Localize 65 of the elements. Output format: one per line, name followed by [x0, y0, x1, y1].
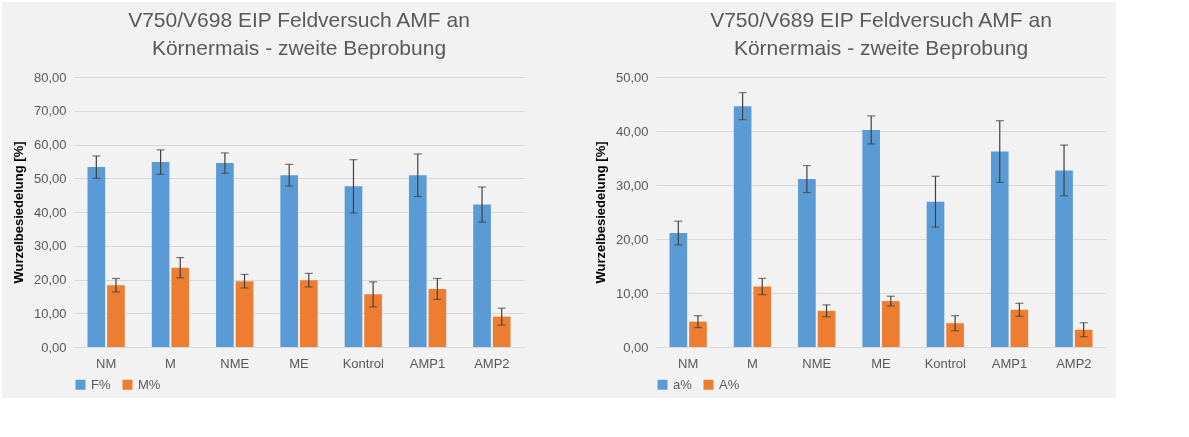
bar — [473, 204, 491, 347]
bar — [344, 186, 363, 347]
y-tick-label: 40,00 — [33, 204, 67, 220]
chart-title: V750/V689 EIP Feldversuch AMF an Körnermais - zweite Beprobung — [710, 8, 1052, 59]
y-tick-label: 20,00 — [33, 272, 67, 287]
bar — [862, 129, 881, 347]
bar — [107, 285, 125, 347]
bar — [216, 163, 234, 347]
bar — [171, 267, 190, 347]
bar — [364, 294, 382, 347]
bar — [798, 179, 816, 347]
legend-label: M% — [138, 376, 161, 392]
x-tick-label: AMP2 — [1056, 355, 1092, 371]
bar — [990, 151, 1009, 347]
y-tick-label: 70,00 — [33, 103, 67, 119]
bar — [87, 167, 106, 347]
x-tick-label: AMP2 — [474, 355, 510, 371]
x-tick-label: ME — [871, 355, 892, 371]
y-tick-label: 50,00 — [615, 69, 649, 85]
bar — [299, 280, 318, 347]
y-tick-label: 30,00 — [33, 238, 67, 254]
legend-label: A% — [719, 376, 740, 392]
bar — [669, 233, 688, 347]
bar — [1010, 309, 1029, 347]
x-tick-label: Kontrol — [342, 355, 384, 371]
y-tick-label: 10,00 — [33, 305, 67, 321]
x-tick-label: NME — [220, 355, 250, 371]
y-tick-label: 0,00 — [623, 339, 649, 355]
bar — [235, 281, 254, 347]
y-tick-label: 0,00 — [41, 339, 67, 355]
x-tick-label: M — [165, 355, 176, 371]
bar — [408, 175, 427, 347]
y-tick-label: 20,00 — [615, 231, 649, 247]
bar — [1074, 329, 1093, 347]
y-axis-title: Wurzelbesiedelung [%] — [592, 141, 608, 284]
chart-title: V750/V698 EIP Feldversuch AMF an Körnermais - zweite Beprobung — [128, 8, 470, 59]
y-tick-label: 40,00 — [615, 123, 649, 139]
x-tick-label: M — [747, 355, 758, 371]
bar — [280, 175, 299, 347]
bar — [151, 162, 170, 347]
y-tick-label: 50,00 — [33, 170, 67, 186]
bar — [817, 310, 836, 347]
x-tick-label: ME — [289, 355, 310, 371]
y-tick-label: 30,00 — [615, 177, 649, 193]
x-tick-label: NM — [678, 355, 699, 371]
bar — [1055, 170, 1073, 347]
x-tick-label: NME — [802, 355, 832, 371]
bar — [881, 301, 900, 347]
x-tick-label: AMP1 — [409, 355, 446, 371]
x-tick-label: NM — [96, 355, 117, 371]
legend-label: a% — [673, 376, 693, 392]
y-axis-title: Wurzelbesiedelung [%] — [10, 141, 26, 284]
y-tick-label: 60,00 — [33, 137, 67, 152]
bar — [492, 316, 511, 347]
legend-label: F% — [91, 376, 111, 392]
bar — [428, 288, 447, 347]
y-tick-label: 80,00 — [33, 69, 67, 85]
bar — [926, 201, 945, 347]
bar — [753, 286, 772, 347]
bar — [946, 323, 964, 347]
y-tick-label: 10,00 — [615, 285, 649, 301]
bar — [689, 321, 707, 347]
x-tick-label: Kontrol — [924, 355, 966, 371]
bar — [733, 106, 752, 347]
x-tick-label: AMP1 — [991, 355, 1028, 371]
